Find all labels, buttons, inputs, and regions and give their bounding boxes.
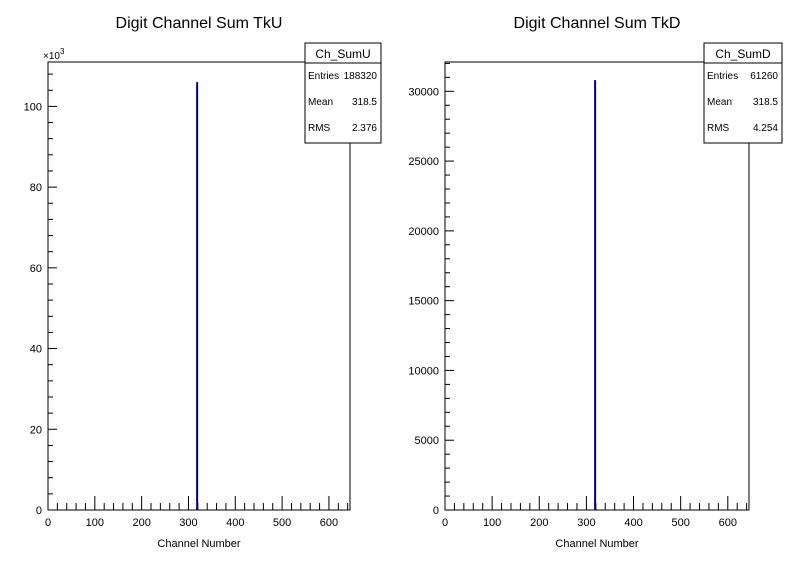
x-tick-label: 200 [530,517,548,529]
y-tick-label: 30000 [408,86,439,98]
y-tick-label: 5000 [415,435,439,447]
x-tick-label: 600 [320,517,338,529]
x-tick-label: 300 [179,517,197,529]
chart-title: Digit Channel Sum TkD [514,15,681,32]
x-tick-label: 400 [624,517,642,529]
x-tick-label: 500 [273,517,291,529]
stats-row-value: 2.376 [352,123,377,134]
x-tick-label: 300 [577,517,595,529]
stats-row-value: 188320 [344,71,378,82]
x-tick-label: 200 [132,517,150,529]
chart-title: Digit Channel Sum TkU [116,15,283,32]
y-tick-label: 80 [30,182,42,194]
y-tick-label: 0 [36,505,42,517]
x-tick-label: 100 [483,517,501,529]
y-tick-label: 100 [24,101,42,113]
x-tick-label: 400 [226,517,244,529]
stats-row-label: RMS [707,123,730,134]
stats-row-value: 318.5 [753,97,778,108]
x-tick-label: 0 [442,517,448,529]
stats-name: Ch_SumD [715,47,771,61]
y-axis-multiplier: ×103 [43,47,65,62]
y-tick-label: 0 [433,505,439,517]
chart-panel-2: Digit Channel Sum TkD0500010000150002000… [408,15,783,550]
stats-box [703,42,783,144]
stats-row-value: 318.5 [352,97,377,108]
y-tick-label: 10000 [408,365,439,377]
stats-row-label: Mean [308,97,333,108]
stats-row-value: 61260 [750,71,778,82]
x-axis-label: Channel Number [157,538,240,550]
stats-row-label: Entries [707,71,738,82]
x-tick-label: 100 [86,517,104,529]
stats-row-value: 4.254 [753,123,778,134]
y-tick-label: 40 [30,344,42,356]
x-tick-label: 0 [45,517,51,529]
x-tick-label: 600 [719,517,737,529]
x-axis-label: Channel Number [555,538,638,550]
stats-row-label: Entries [308,71,339,82]
plot-frame [444,61,750,511]
stats-row-label: Mean [707,97,732,108]
y-tick-label: 15000 [408,296,439,308]
y-tick-label: 20000 [408,226,439,238]
stats-row-label: RMS [308,123,331,134]
chart-panel-1: Digit Channel Sum TkU 0 20 40 60 80 100 0 100 200… [24,15,382,550]
y-tick-label: 60 [30,263,42,275]
plot-frame [47,61,351,511]
stats-box [304,42,382,144]
stats-name: Ch_SumU [315,47,370,61]
x-tick-label: 500 [671,517,689,529]
y-tick-label: 25000 [408,156,439,168]
y-tick-label: 20 [30,424,42,436]
